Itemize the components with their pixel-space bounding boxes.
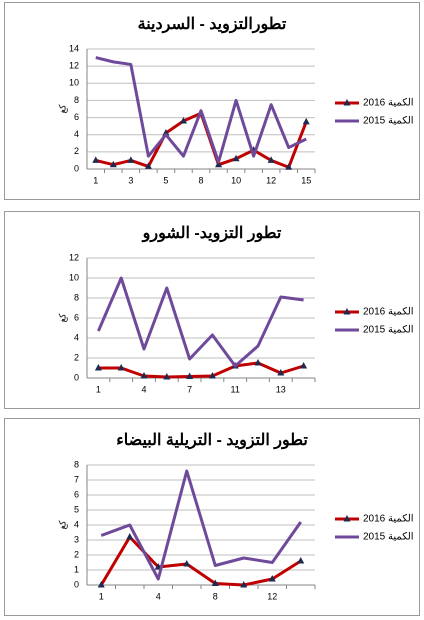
x-tick-label: 3	[128, 175, 133, 185]
y-tick-label: 8	[74, 95, 79, 105]
x-tick-label: 4	[141, 384, 146, 394]
y-tick-label: 6	[74, 489, 79, 499]
chart-title: تطور التزويد - التريلية البيضاء	[116, 432, 308, 450]
y-tick-label: 12	[69, 252, 79, 262]
point-marker	[240, 581, 248, 588]
x-tick-label: 1	[99, 591, 104, 601]
legend-marker	[343, 515, 351, 522]
point-marker	[109, 160, 117, 168]
x-tick-label: 10	[231, 175, 241, 185]
legend-label: الكمية 2016	[363, 514, 414, 525]
x-tick-label: 5	[163, 175, 168, 185]
point-marker	[144, 162, 152, 169]
y-tick-label: 10	[69, 272, 79, 282]
point-marker	[208, 372, 216, 379]
y-tick-label: 2	[74, 549, 79, 559]
y-tick-label: 8	[74, 459, 79, 469]
y-axis-label: كغ	[57, 520, 68, 530]
point-marker	[297, 557, 305, 564]
y-tick-label: 7	[74, 474, 79, 484]
y-tick-label: 0	[74, 163, 79, 173]
x-tick-label: 1	[96, 384, 101, 394]
legend-label: الكمية 2015	[363, 532, 414, 543]
point-marker	[268, 575, 276, 582]
point-marker	[232, 154, 240, 162]
point-marker	[126, 533, 134, 540]
y-tick-label: 5	[74, 504, 79, 514]
point-marker	[117, 364, 125, 371]
point-marker	[179, 117, 187, 124]
point-marker	[97, 581, 105, 588]
x-tick-label: 8	[213, 591, 218, 601]
panel: تطور التزويد - التريلية البيضاء 0 1 2 3 4 5 6 7 8…	[4, 418, 420, 616]
y-tick-label: 8	[74, 292, 79, 302]
chart-title: تطور التزويد- الشورو	[142, 225, 282, 243]
point-marker	[211, 579, 219, 586]
series-line	[95, 56, 307, 164]
x-tick-label: 12	[266, 175, 276, 185]
series-line	[98, 361, 305, 379]
y-tick-label: 4	[74, 519, 79, 529]
x-tick-label: 8	[198, 175, 203, 185]
point-marker	[186, 372, 194, 379]
legend-label: الكمية 2016	[363, 307, 414, 318]
y-tick-label: 3	[74, 534, 79, 544]
point-marker	[254, 359, 262, 366]
legend-marker	[343, 308, 351, 315]
legend-label: الكمية 2015	[363, 325, 414, 336]
x-tick-label: 1	[93, 175, 98, 185]
legend-label: الكمية 2016	[363, 98, 414, 109]
point-marker	[285, 163, 293, 170]
y-tick-label: 1	[74, 564, 79, 574]
x-tick-label: 11	[231, 384, 240, 394]
y-tick-label: 6	[74, 112, 79, 122]
series-line	[97, 276, 304, 368]
y-axis-label: كغ	[57, 313, 68, 323]
series-line	[100, 469, 302, 581]
chart: تطورالتزويد - السردينة 0 2 4 6 8 10 12 14 كغ 1 3 5 8 1…	[57, 16, 414, 185]
y-tick-label: 12	[69, 61, 79, 71]
panel: تطور التزويد- الشورو 0 2 4 6 8 10 12 كغ 1 4 7 11 13 ال…	[4, 211, 420, 409]
point-marker	[300, 362, 308, 369]
series-line	[95, 111, 308, 169]
point-marker	[92, 156, 100, 163]
point-marker	[302, 117, 310, 125]
chart: تطور التزويد - التريلية البيضاء012345678…	[57, 432, 414, 601]
point-marker	[162, 129, 170, 136]
chart: تطور التزويد- الشورو 0 2 4 6 8 10 12 كغ 1 4 7 11 13 ال…	[57, 225, 414, 394]
x-tick-label: 15	[301, 175, 311, 185]
y-tick-label: 2	[74, 352, 79, 362]
point-marker	[127, 156, 135, 163]
chart-title: تطورالتزويد - السردينة	[138, 16, 287, 34]
y-tick-label: 14	[69, 43, 79, 53]
point-marker	[277, 369, 285, 376]
y-tick-label: 4	[74, 332, 79, 342]
y-tick-label: 6	[74, 312, 79, 322]
legend-label: الكمية 2015	[363, 116, 414, 127]
y-tick-label: 2	[74, 146, 79, 156]
point-marker	[183, 560, 191, 567]
y-tick-label: 10	[69, 78, 79, 88]
x-tick-label: 13	[276, 384, 286, 394]
x-tick-label: 12	[267, 591, 277, 601]
x-tick-label: 4	[156, 591, 161, 601]
point-marker	[163, 373, 171, 380]
legend-marker	[343, 99, 351, 106]
y-axis-label: كغ	[57, 104, 68, 114]
point-marker	[140, 372, 148, 379]
point-marker	[215, 160, 223, 168]
y-tick-label: 0	[74, 372, 79, 382]
panel: تطورالتزويد - السردينة 0 2 4 6 8 10 12 14 كغ 1 3 5 8 1…	[4, 2, 420, 200]
point-marker	[267, 156, 275, 163]
y-tick-label: 4	[74, 129, 79, 139]
x-tick-label: 7	[187, 384, 192, 394]
series-line	[99, 535, 302, 587]
y-tick-label: 0	[74, 579, 79, 589]
point-marker	[94, 364, 102, 371]
